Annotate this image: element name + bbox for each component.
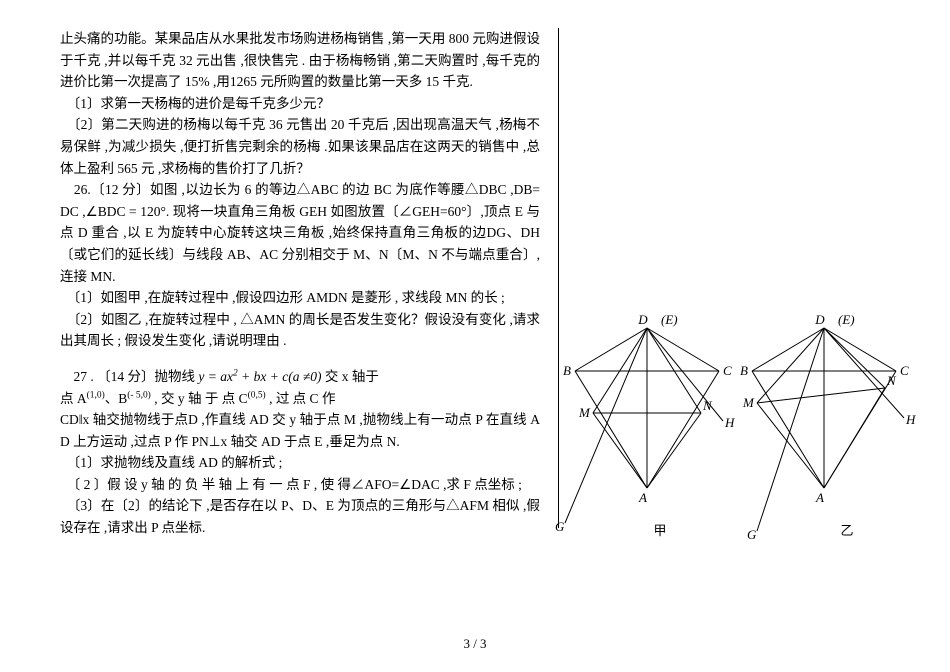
column-divider <box>558 28 559 528</box>
text-p1: 止头痛的功能。某果品店从水果批发市场购进杨梅销售 ,第一天用 800 元购进假设… <box>60 31 540 89</box>
text-p4: 26.〔12 分〕如图 ,以边长为 6 的等边△ABC 的边 BC 为底作等腰△… <box>60 182 540 283</box>
problem-25-continuation: 止头痛的功能。某果品店从水果批发市场购进杨梅销售 ,第一天用 800 元购进假设… <box>60 28 540 352</box>
text-p7b: 交 x 轴于 <box>322 369 379 384</box>
diagram-yi: D(E)BCMNHAG乙 <box>737 313 912 558</box>
diagram-jia: D(E)BCMNHAG甲 <box>560 313 735 558</box>
svg-text:B: B <box>563 363 571 378</box>
text-p6: 〔2〕如图乙 ,在旋转过程中 , △AMN 的周长是否发生变化？假设没有变化 ,… <box>60 312 540 349</box>
problem-27: 27 . 〔14 分〕抛物线 y = ax2 + bx + c(a ≠0) 交 … <box>60 366 540 539</box>
page-container: 止头痛的功能。某果品店从水果批发市场购进杨梅销售 ,第一天用 800 元购进假设… <box>0 0 950 558</box>
svg-text:甲: 甲 <box>653 523 666 538</box>
point-A: (1,0) <box>87 390 105 400</box>
text-p9: CD‖x 轴交抛物线于点D ,作直线 AD 交 y 轴于点 M ,抛物线上有一动… <box>60 412 540 449</box>
svg-text:G: G <box>555 519 565 534</box>
text-p3: 〔2〕第二天购进的杨梅以每千克 36 元售出 20 千克后 ,因出现高温天气 ,… <box>60 117 540 175</box>
svg-text:B: B <box>740 363 748 378</box>
left-column: 止头痛的功能。某果品店从水果批发市场购进杨梅销售 ,第一天用 800 元购进假设… <box>60 28 540 558</box>
text-p7a: 27 . 〔14 分〕抛物线 <box>60 369 198 384</box>
svg-text:N: N <box>886 373 897 388</box>
svg-text:A: A <box>638 490 647 505</box>
text-p8c: , 交 y 轴 于 点 C <box>151 391 248 406</box>
svg-text:C: C <box>723 363 732 378</box>
diagram-container: D(E)BCMNHAG甲 D(E)BCMNHAG乙 <box>560 313 912 558</box>
text-p8b: 、B <box>105 391 128 406</box>
text-p8a: 点 A <box>60 391 87 406</box>
text-p10: 〔1〕求抛物线及直线 AD 的解析式 ; <box>60 455 282 470</box>
svg-text:D: D <box>814 312 825 327</box>
svg-text:M: M <box>742 395 755 410</box>
column-layout: 止头痛的功能。某果品店从水果批发市场购进杨梅销售 ,第一天用 800 元购进假设… <box>60 28 890 558</box>
svg-text:G: G <box>747 527 757 542</box>
text-p2: 〔1〕求第一天杨梅的进价是每千克多少元？ <box>60 96 330 111</box>
right-column: D(E)BCMNHAG甲 D(E)BCMNHAG乙 <box>560 28 912 558</box>
svg-text:(E): (E) <box>661 312 678 327</box>
text-p11: 〔 2 〕假 设 y 轴 的 负 半 轴 上 有 一 点 F , 使 得∠AFO… <box>60 477 522 492</box>
point-B: (- 5,0) <box>127 390 151 400</box>
svg-text:A: A <box>815 490 824 505</box>
text-p12: 〔3〕在〔2〕的结论下 ,是否存在以 P、D、E 为顶点的三角形与△AFM 相似… <box>60 498 540 535</box>
point-C: (0,5) <box>248 390 266 400</box>
formula-parabola: y = ax2 + bx + c(a ≠0) <box>198 369 321 384</box>
page-number: 3 / 3 <box>0 636 950 652</box>
svg-text:D: D <box>637 312 648 327</box>
svg-text:H: H <box>905 412 916 427</box>
text-p5: 〔1〕如图甲 ,在旋转过程中 ,假设四边形 AMDN 是菱形 , 求线段 MN … <box>60 290 505 305</box>
diagram-yi-svg: D(E)BCMNHAG乙 <box>737 313 912 553</box>
svg-text:(E): (E) <box>838 312 855 327</box>
diagram-jia-svg: D(E)BCMNHAG甲 <box>560 313 735 553</box>
svg-text:乙: 乙 <box>840 523 853 538</box>
svg-text:C: C <box>900 363 909 378</box>
svg-text:H: H <box>724 415 735 430</box>
text-p8d: , 过 点 C 作 <box>266 391 336 406</box>
svg-text:M: M <box>578 405 591 420</box>
svg-text:N: N <box>702 398 713 413</box>
